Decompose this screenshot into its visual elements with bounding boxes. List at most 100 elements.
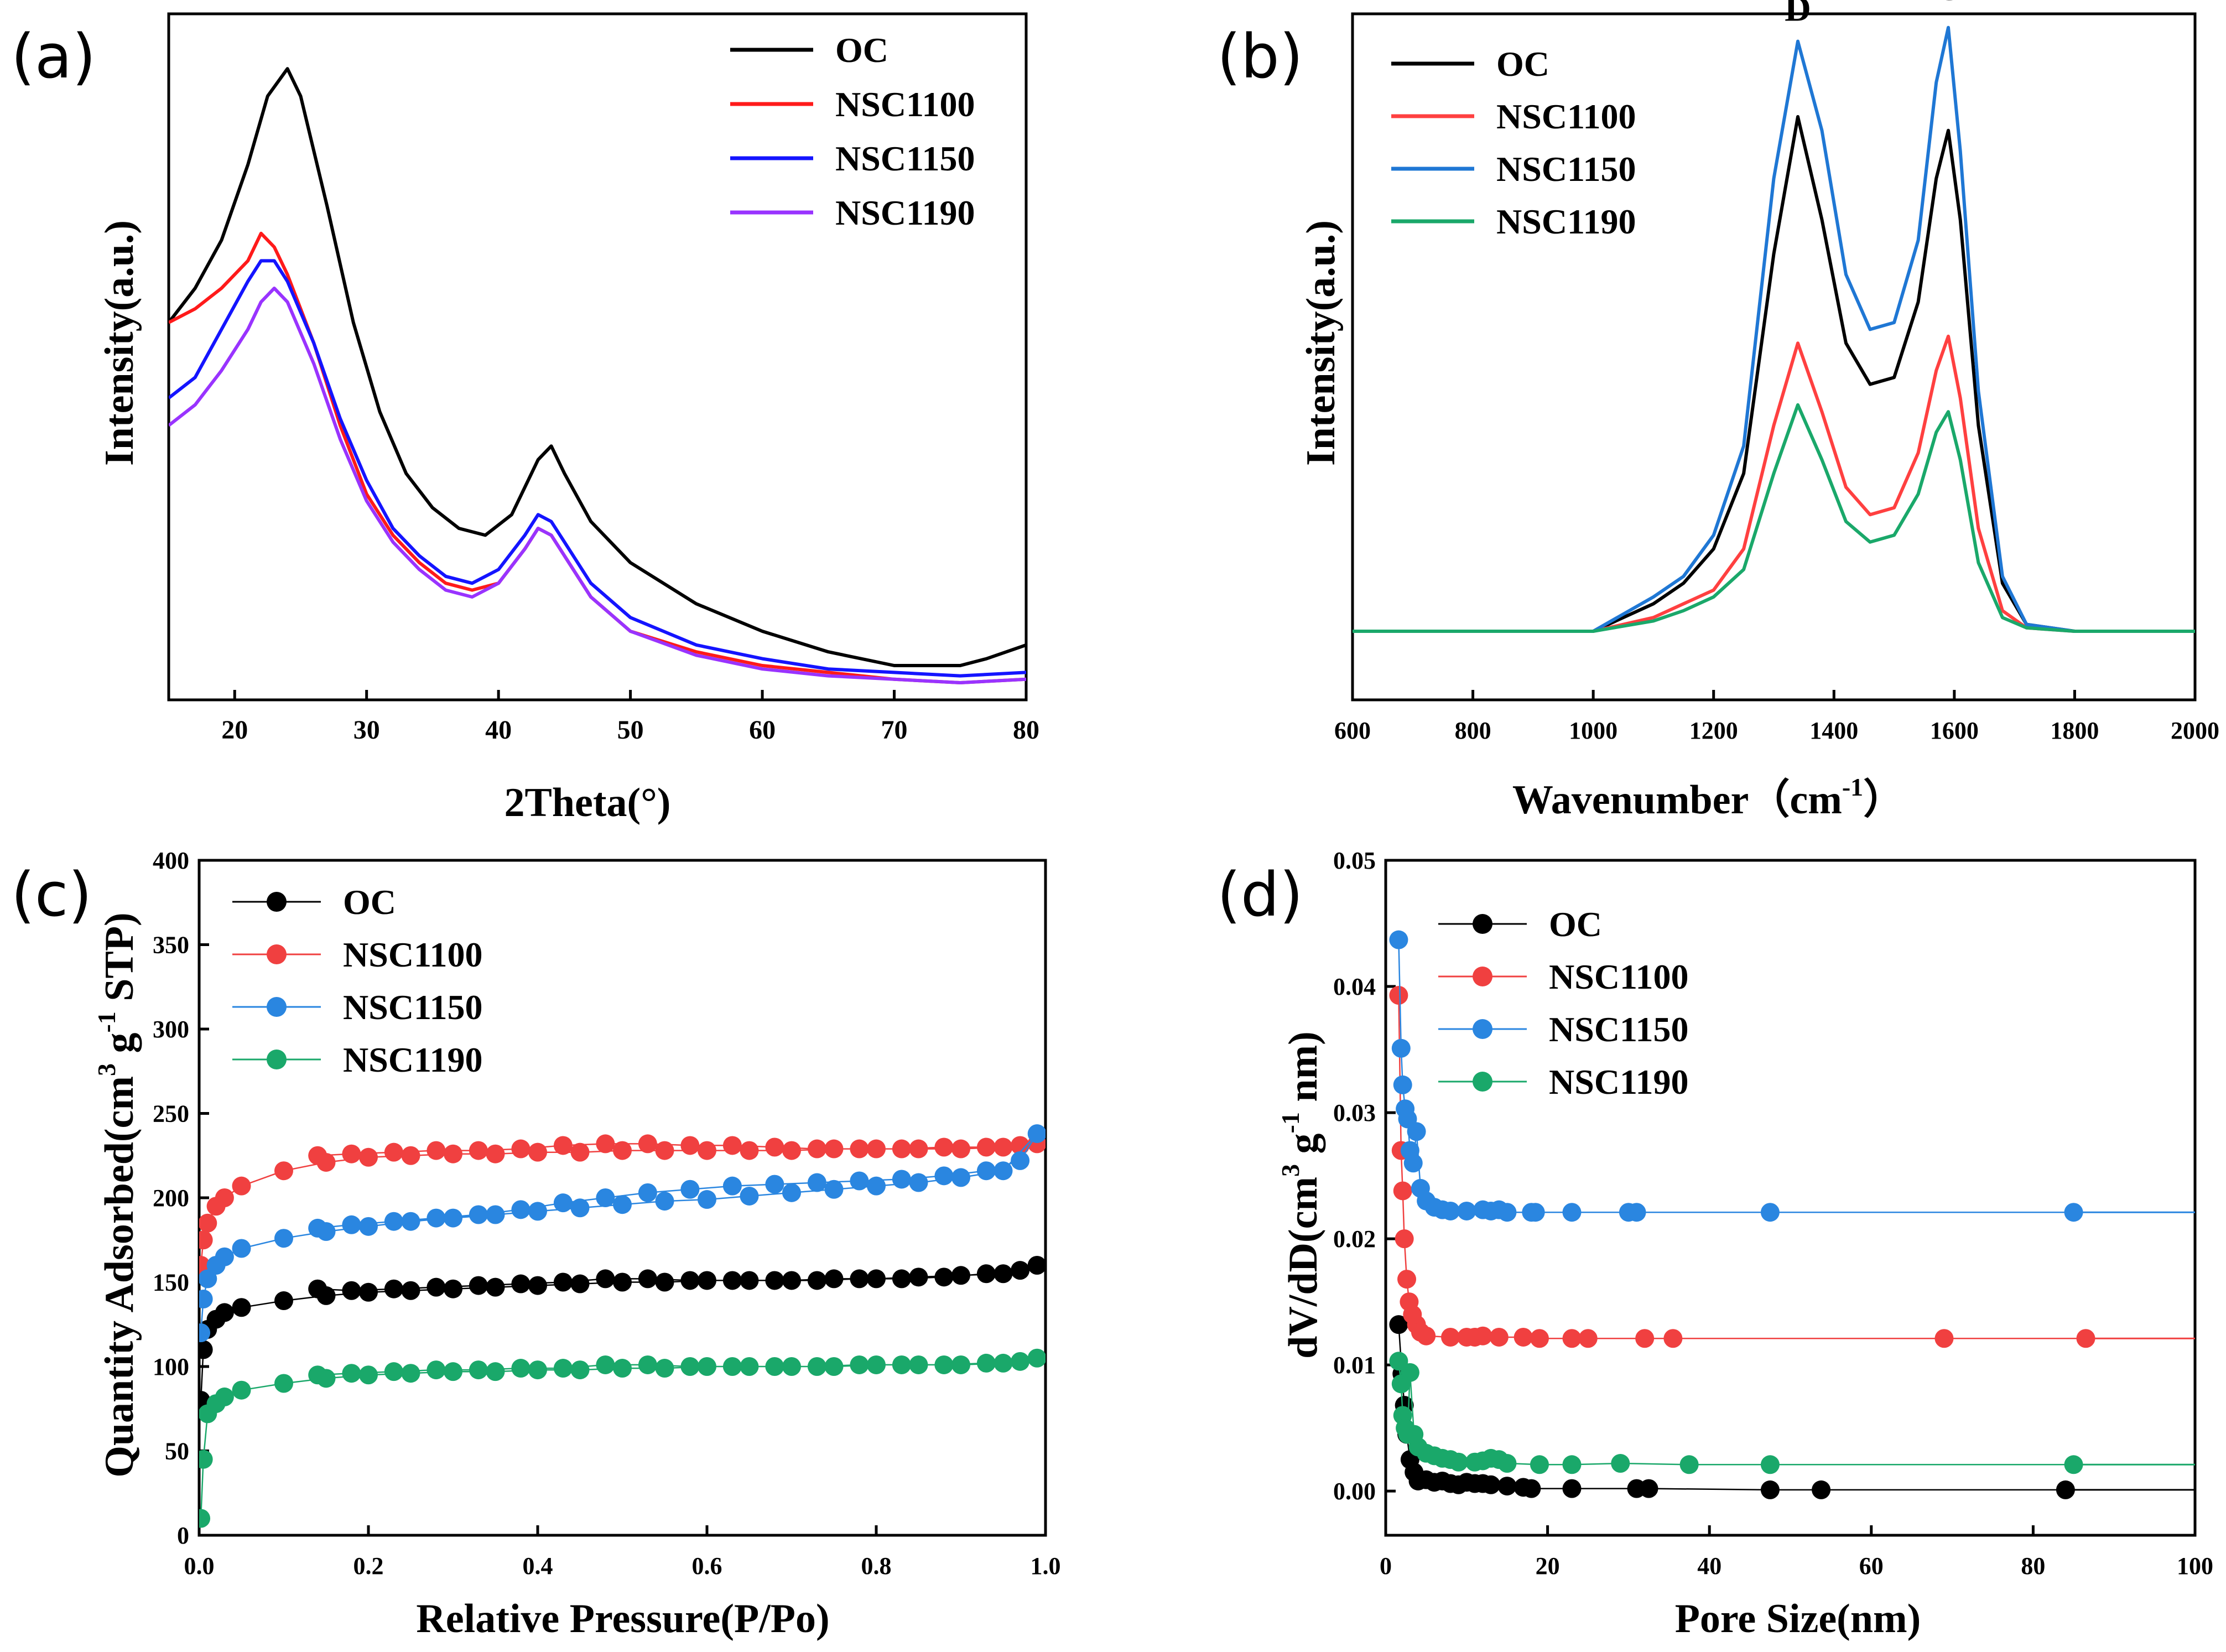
data-point (698, 1141, 716, 1160)
series-oc (169, 67, 1026, 667)
data-point (469, 1276, 488, 1295)
data-point (1934, 1329, 1954, 1348)
data-point (427, 1208, 446, 1228)
data-point (680, 1136, 700, 1155)
data-point (1473, 1326, 1492, 1346)
data-point (782, 1183, 801, 1202)
x-tick-label: 0.2 (353, 1552, 384, 1580)
data-point (444, 1144, 462, 1163)
plot-area (1389, 930, 2095, 1499)
legend-marker (267, 892, 287, 912)
data-point (553, 1193, 573, 1213)
y-tick-label: 0.00 (1333, 1478, 1376, 1505)
data-point (359, 1282, 378, 1302)
data-point (308, 1218, 327, 1238)
data-point (1562, 1203, 1582, 1222)
series-line-nsc1190 (1353, 403, 2195, 633)
legend-label: NSC1190 (1496, 202, 1636, 241)
data-point (1449, 1452, 1468, 1472)
data-point (824, 1357, 844, 1376)
data-point (934, 1355, 954, 1374)
x-tick-label: 1.0 (1031, 1552, 1061, 1580)
y-tick-label: 0.01 (1333, 1352, 1376, 1379)
data-point (740, 1186, 759, 1206)
plot-frame (167, 12, 1028, 702)
data-point (384, 1212, 403, 1231)
data-point (613, 1195, 632, 1214)
legend-label: OC (835, 30, 888, 70)
panel-label-c: (c) (11, 859, 92, 930)
data-point (807, 1357, 826, 1376)
plot-frame (1351, 12, 2197, 702)
series-line-nsc1190 (169, 287, 1026, 684)
data-point (824, 1180, 844, 1199)
data-point (199, 1450, 213, 1469)
data-point (740, 1357, 759, 1376)
data-point (596, 1355, 615, 1374)
data-point (1497, 1454, 1517, 1473)
data-point (994, 1137, 1013, 1157)
y-tick-label: 300 (153, 1016, 189, 1043)
y-tick-label: 0 (177, 1522, 189, 1549)
data-point (824, 1269, 844, 1289)
legend-label: NSC1150 (1496, 149, 1636, 189)
data-point (1011, 1352, 1030, 1371)
plot-area (169, 67, 1026, 684)
data-point (613, 1141, 632, 1160)
data-point (976, 1353, 996, 1373)
data-point (1489, 1327, 1509, 1347)
chart-panel-a: 20 30 40 50 60 70 80 OC NSC1100 NSC1150 NSC1190 (167, 12, 1039, 745)
data-point (199, 1509, 211, 1528)
legend-label: NSC1150 (835, 139, 975, 178)
legend-marker (267, 944, 287, 964)
data-point (613, 1359, 632, 1378)
data-point (1403, 1154, 1423, 1173)
data-point (782, 1141, 801, 1160)
panel-label-d: (d) (1217, 859, 1303, 930)
y-tick-label: 400 (153, 847, 189, 874)
y-axis-title-d-sup2: -1 (1276, 1112, 1304, 1133)
data-point (384, 1362, 403, 1381)
series-nsc1190 (1389, 1352, 2083, 1474)
data-point (384, 1279, 403, 1298)
data-point (199, 1269, 217, 1289)
legend-marker (267, 997, 287, 1017)
data-point (1011, 1151, 1030, 1170)
data-point (909, 1355, 928, 1374)
x-axis-title-b-sup: -1 (1842, 773, 1863, 801)
data-point (274, 1161, 293, 1181)
data-point (232, 1298, 251, 1317)
data-point (1522, 1479, 1541, 1498)
data-point (722, 1271, 742, 1290)
y-axis-title-d-sup1: 3 (1276, 1164, 1304, 1177)
legend-marker (1473, 1072, 1492, 1092)
data-point (867, 1139, 886, 1159)
x-tick-label: 1200 (1689, 717, 1738, 744)
data-point (1457, 1201, 1476, 1220)
data-point (1391, 1038, 1411, 1058)
data-point (934, 1267, 954, 1287)
y-tick-label: 0.03 (1333, 1099, 1376, 1126)
y-tick-label: 350 (153, 932, 189, 959)
data-point (553, 1272, 573, 1292)
legend-label: NSC1150 (343, 988, 483, 1027)
data-point (469, 1205, 488, 1224)
data-point (680, 1271, 700, 1290)
data-point (232, 1239, 251, 1258)
data-point (199, 1340, 213, 1359)
y-axis-title-d-mid: g (1281, 1133, 1326, 1164)
data-point (1027, 1256, 1046, 1275)
series-oc (1353, 115, 2195, 633)
series-nsc1100 (169, 231, 1026, 684)
data-point (1760, 1480, 1780, 1499)
data-point (1627, 1203, 1646, 1222)
data-point (1497, 1203, 1517, 1222)
data-point (359, 1217, 378, 1236)
data-point (1635, 1329, 1655, 1348)
data-point (740, 1141, 759, 1160)
data-point (909, 1139, 928, 1159)
data-point (1389, 1315, 1408, 1334)
series-nsc1150 (169, 259, 1026, 678)
series-line-nsc1190 (1398, 1361, 2074, 1466)
series-nsc1190 (169, 287, 1026, 684)
